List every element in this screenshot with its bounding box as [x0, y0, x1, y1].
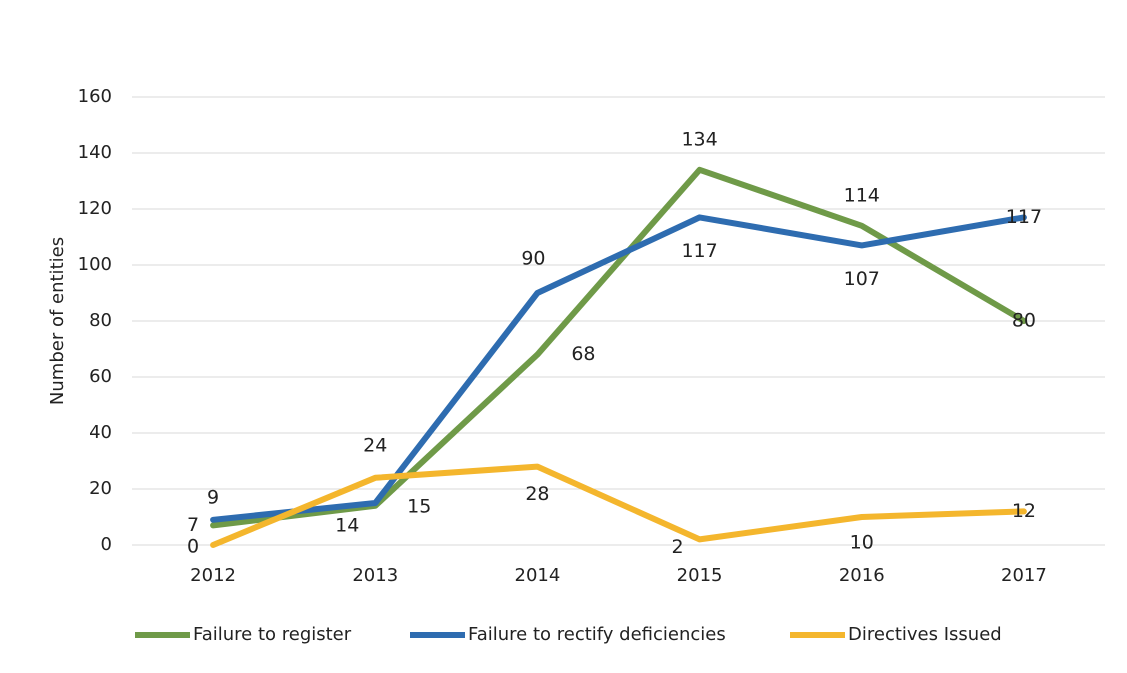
y-tick-label: 100	[78, 254, 112, 275]
data-label: 90	[521, 248, 545, 270]
data-label: 28	[525, 483, 549, 505]
y-axis-label: Number of entities	[47, 237, 68, 405]
y-tick-label: 60	[89, 366, 112, 387]
y-tick-label: 80	[89, 310, 112, 331]
data-label: 10	[850, 532, 874, 554]
series-line	[210, 214, 1027, 523]
y-tick-label: 40	[89, 422, 112, 443]
data-label: 12	[1012, 500, 1036, 522]
data-label: 15	[407, 496, 431, 518]
data-label: 117	[681, 240, 717, 262]
y-tick-label: 140	[78, 142, 112, 163]
data-label: 80	[1012, 310, 1036, 332]
x-tick-label: 2013	[352, 565, 398, 586]
series-line	[210, 463, 1027, 548]
x-tick-label: 2014	[515, 565, 561, 586]
data-label: 68	[571, 343, 595, 365]
y-tick-label: 0	[101, 534, 112, 555]
data-label: 2	[672, 536, 684, 558]
y-tick-label: 20	[89, 478, 112, 499]
data-label: 134	[681, 128, 717, 150]
data-label: 107	[844, 268, 880, 290]
data-label: 7	[187, 514, 199, 536]
y-tick-label: 160	[78, 86, 112, 107]
legend-label: Failure to rectify deficiencies	[468, 624, 726, 645]
legend-label: Failure to register	[193, 624, 352, 645]
legend-label: Directives Issued	[848, 624, 1002, 645]
data-label: 0	[187, 536, 199, 558]
data-label: 117	[1006, 206, 1042, 228]
y-tick-label: 120	[78, 198, 112, 219]
data-label: 24	[363, 434, 387, 456]
data-label: 9	[207, 486, 219, 508]
x-tick-label: 2016	[839, 565, 885, 586]
x-tick-label: 2017	[1001, 565, 1047, 586]
data-label: 114	[844, 184, 880, 206]
data-label: 14	[335, 514, 359, 536]
x-tick-label: 2012	[190, 565, 236, 586]
x-tick-label: 2015	[677, 565, 723, 586]
